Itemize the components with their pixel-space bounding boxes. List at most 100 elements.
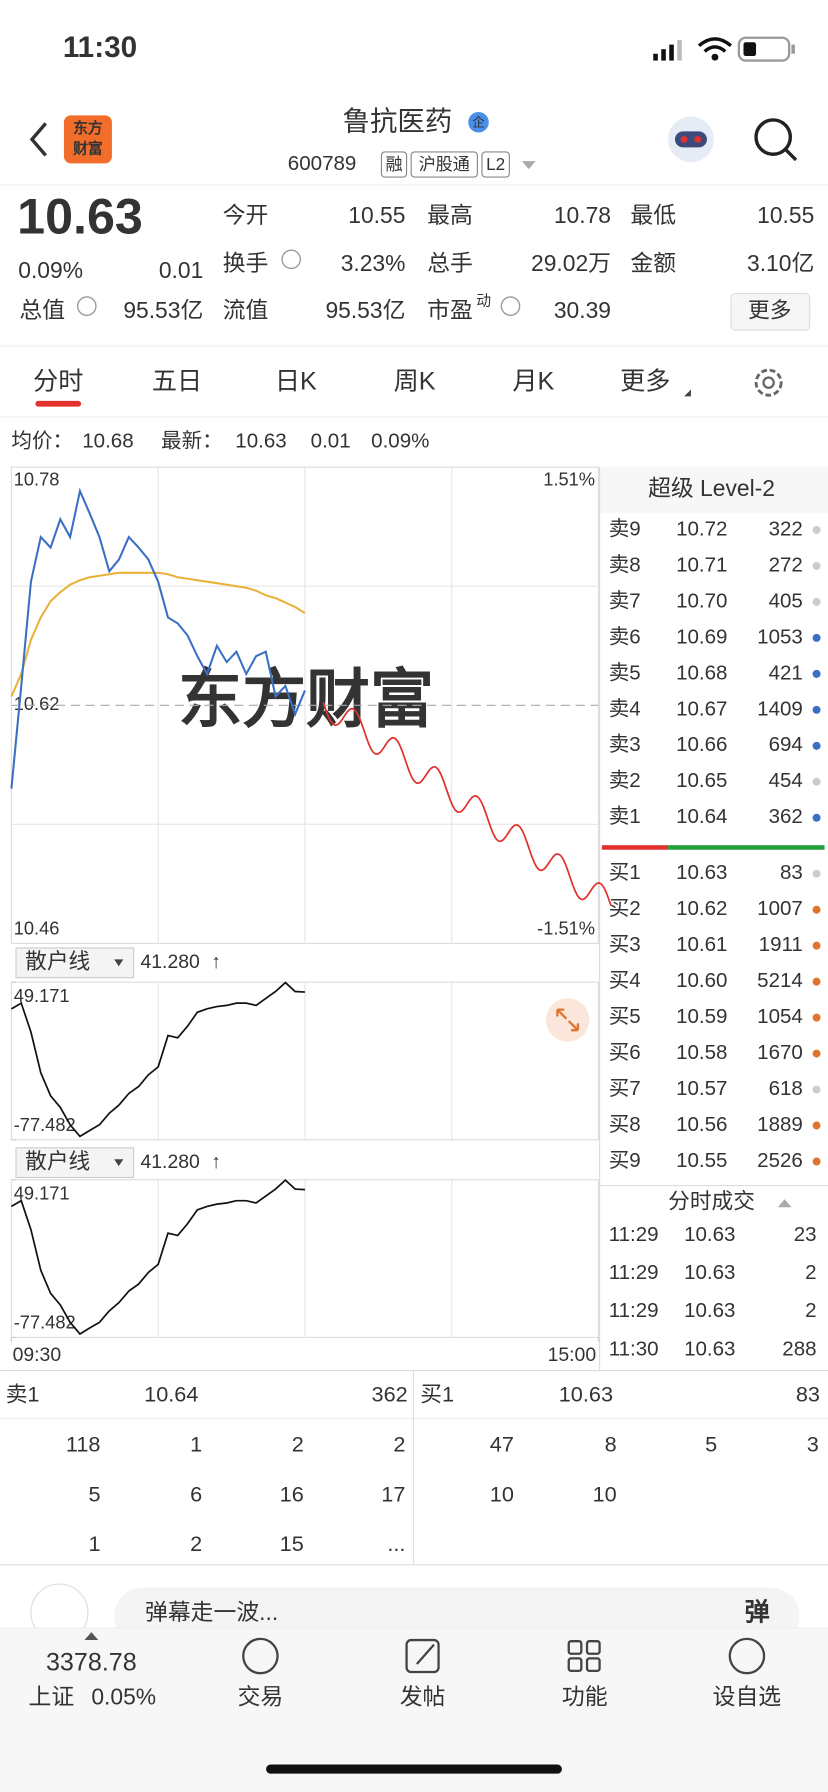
queue-order: 2 bbox=[190, 1531, 202, 1556]
field-value: 29.02万 bbox=[531, 250, 611, 276]
queue-order: 10 bbox=[593, 1481, 617, 1506]
tab[interactable]: 日K bbox=[275, 367, 317, 395]
book-label: 卖8 bbox=[609, 553, 641, 576]
nav-item[interactable]: 功能 bbox=[562, 1683, 608, 1709]
more-text[interactable]: 更多 bbox=[748, 298, 791, 323]
tag-box bbox=[410, 151, 478, 178]
sell-strength bbox=[601, 845, 669, 850]
back-button[interactable] bbox=[29, 122, 47, 157]
field-value: 3.10亿 bbox=[747, 250, 814, 276]
book-label: 卖7 bbox=[609, 589, 641, 612]
trade-volume: 288 bbox=[782, 1337, 816, 1360]
book-price: 10.55 bbox=[676, 1149, 727, 1172]
book-dot bbox=[812, 869, 821, 878]
field-label: 市盈 bbox=[427, 297, 473, 323]
search-button[interactable] bbox=[754, 118, 798, 162]
book-price: 10.60 bbox=[676, 969, 727, 992]
field-label: 最低 bbox=[630, 202, 676, 228]
tab[interactable]: 周K bbox=[394, 367, 436, 395]
queue-order: 16 bbox=[280, 1481, 304, 1506]
book-label: 卖4 bbox=[609, 697, 641, 720]
line-series bbox=[10, 487, 306, 789]
book-dot bbox=[812, 525, 821, 534]
queue-label: 买1 bbox=[420, 1381, 454, 1406]
book-dot bbox=[812, 977, 821, 986]
book-dot bbox=[812, 741, 821, 750]
book-dot bbox=[812, 1085, 821, 1094]
robot-avatar[interactable] bbox=[668, 116, 714, 163]
book-price: 10.72 bbox=[676, 517, 727, 540]
trade-price: 10.63 bbox=[684, 1337, 735, 1360]
trade-time: 11:30 bbox=[609, 1337, 659, 1360]
book-label: 卖1 bbox=[609, 805, 641, 828]
clock: 11:30 bbox=[63, 31, 137, 64]
x-tick-label: 15:00 bbox=[548, 1344, 597, 1366]
queue-order: 6 bbox=[190, 1481, 202, 1506]
book-label: 买3 bbox=[609, 933, 641, 956]
book-label: 买4 bbox=[609, 969, 641, 992]
book-volume: 1054 bbox=[757, 1005, 803, 1028]
settings-button[interactable] bbox=[754, 368, 783, 397]
book-volume: 618 bbox=[769, 1077, 803, 1100]
tab[interactable]: 五日 bbox=[152, 367, 202, 395]
tag-box bbox=[481, 151, 510, 178]
book-label: 买1 bbox=[609, 861, 641, 884]
y2-tick-label: -1.51% bbox=[537, 918, 595, 939]
field-value: 95.53亿 bbox=[123, 297, 203, 323]
y-tick-label: 49.171 bbox=[14, 985, 70, 1006]
bottom-nav-cover bbox=[0, 1627, 828, 1629]
indicator-select[interactable] bbox=[15, 947, 135, 979]
book-price: 10.66 bbox=[676, 733, 727, 756]
book-label: 卖5 bbox=[609, 661, 641, 684]
collapse-icon[interactable] bbox=[777, 1199, 792, 1208]
info-text: 最新： bbox=[161, 429, 223, 452]
queue-order: 15 bbox=[280, 1531, 304, 1556]
book-volume: 2526 bbox=[757, 1149, 803, 1172]
queue-price: 10.64 bbox=[144, 1381, 198, 1406]
danmaku-button[interactable]: 弹 bbox=[745, 1598, 770, 1626]
logo-text: 财富 bbox=[73, 140, 103, 158]
info-text: 0.01 bbox=[311, 429, 351, 452]
dropdown-icon[interactable] bbox=[521, 161, 536, 170]
index-value[interactable]: 3378.78 bbox=[46, 1649, 137, 1677]
queue-order: 8 bbox=[605, 1432, 617, 1457]
more-button[interactable] bbox=[730, 292, 811, 331]
expand-button[interactable] bbox=[545, 998, 590, 1042]
trade-time: 11:29 bbox=[609, 1299, 659, 1322]
trade-price: 10.63 bbox=[684, 1261, 735, 1284]
queue-volume: 83 bbox=[796, 1381, 820, 1406]
line-series bbox=[10, 571, 306, 697]
buy-strength bbox=[668, 845, 825, 850]
field-value: 10.55 bbox=[757, 202, 814, 228]
book-price: 10.69 bbox=[676, 625, 727, 648]
queue-order: 3 bbox=[807, 1432, 819, 1457]
info-icon bbox=[281, 249, 302, 270]
badge-text: 企 bbox=[472, 115, 485, 130]
field-label: 今开 bbox=[223, 202, 269, 228]
book-price: 10.61 bbox=[676, 933, 727, 956]
book-label: 买9 bbox=[609, 1149, 641, 1172]
nav-item[interactable]: 设自选 bbox=[713, 1683, 782, 1709]
book-volume: 83 bbox=[780, 861, 803, 884]
tag: 沪股通 bbox=[419, 154, 470, 174]
book-volume: 421 bbox=[769, 661, 803, 684]
book-label: 买8 bbox=[609, 1113, 641, 1136]
indicator-name: 散户线 bbox=[25, 1148, 90, 1173]
tab[interactable]: 月K bbox=[512, 367, 554, 395]
trade-price: 10.63 bbox=[684, 1299, 735, 1322]
book-dot bbox=[812, 597, 821, 606]
indicator-select[interactable] bbox=[15, 1147, 135, 1179]
index-arrow[interactable] bbox=[84, 1632, 99, 1641]
book-label: 买6 bbox=[609, 1041, 641, 1064]
tab[interactable]: 更多 bbox=[620, 367, 670, 395]
y-tick-label: -77.482 bbox=[14, 1114, 76, 1135]
book-volume: 1911 bbox=[759, 933, 803, 956]
tab[interactable]: 分时 bbox=[33, 367, 83, 395]
nav-item[interactable]: 发帖 bbox=[400, 1683, 446, 1709]
book-dot bbox=[812, 669, 821, 678]
nav-item[interactable]: 交易 bbox=[238, 1683, 284, 1709]
book-dot bbox=[812, 941, 821, 950]
book-label: 买7 bbox=[609, 1077, 641, 1100]
dropdown-icon bbox=[114, 1159, 124, 1167]
